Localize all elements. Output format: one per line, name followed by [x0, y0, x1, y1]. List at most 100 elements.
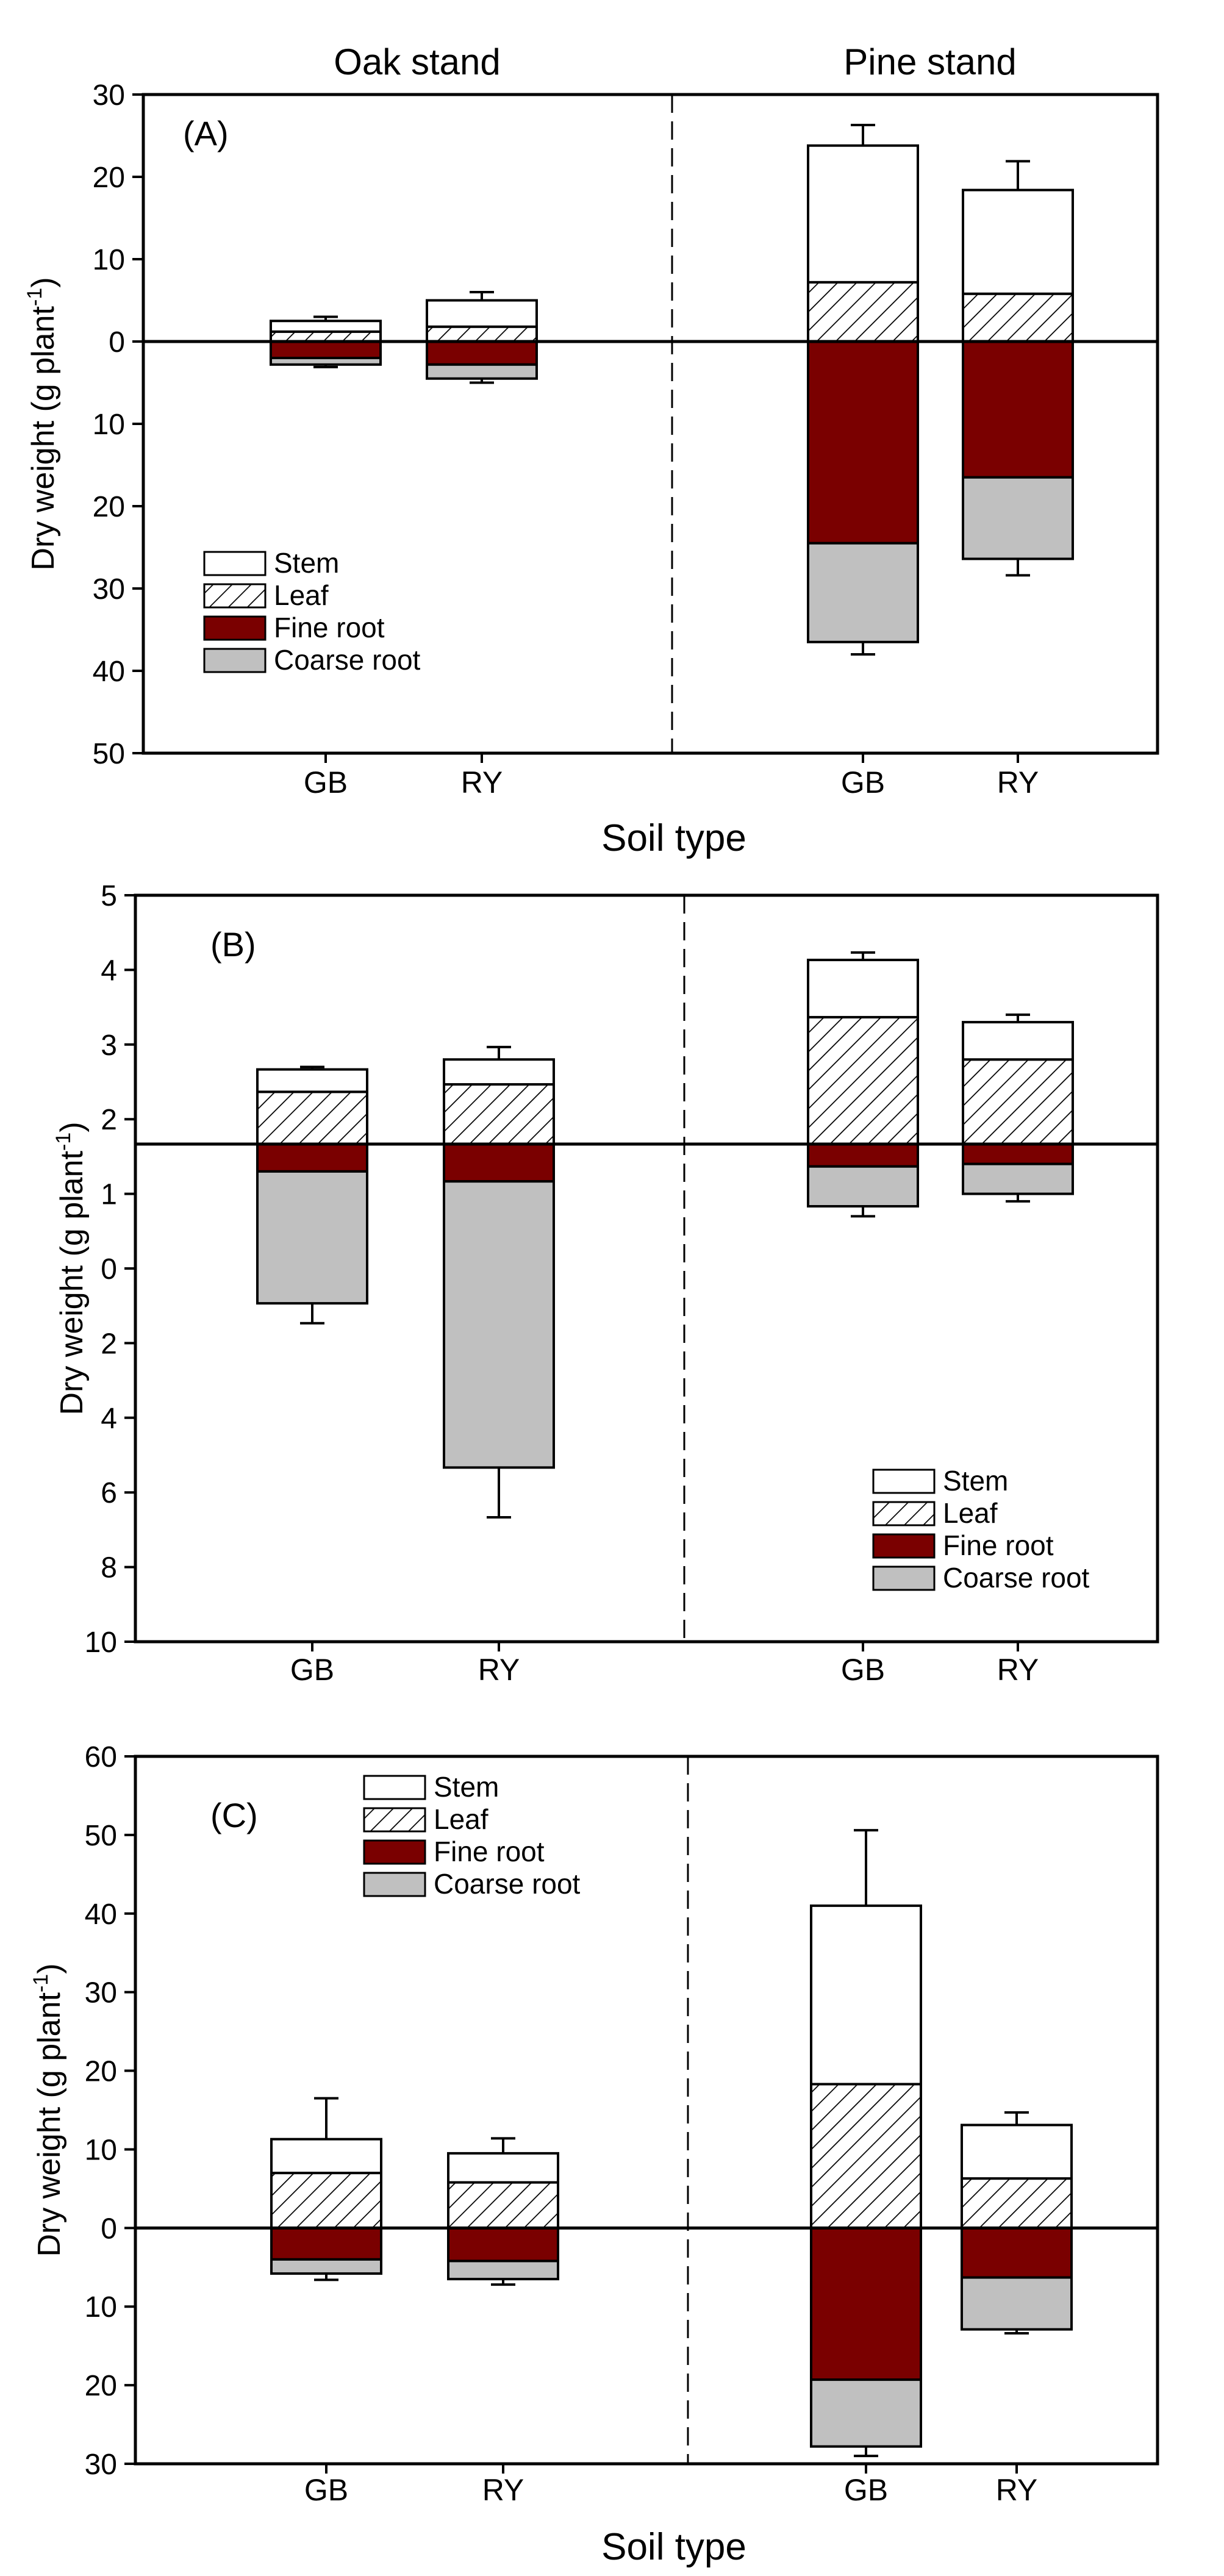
bar-fine-root-pine-ry: [962, 340, 1074, 479]
bar-leaf-pine-gb: [807, 281, 919, 343]
bar-stem-oak-ry: [447, 2152, 559, 2184]
y-tick-label-a: 0: [109, 326, 125, 359]
bar-leaf-oak-gb: [270, 2172, 382, 2230]
y-tick-label-b: 2: [101, 1328, 117, 1360]
legend-label-coarse-root: Coarse root: [943, 1562, 1090, 1594]
y-tick-label-c: 60: [85, 1741, 117, 1773]
y-tick-label-a: 40: [93, 656, 125, 688]
legend-swatch-stem: [872, 1469, 936, 1494]
legend-swatch-fine-root: [363, 1839, 426, 1865]
y-tick-label-c: 50: [85, 1820, 117, 1852]
bar-coarse-root-pine-gb: [807, 542, 919, 643]
bar-fine-root-oak-gb: [270, 340, 382, 359]
bar-fine-root-oak-ry: [426, 340, 538, 366]
bar-fine-root-oak-ry: [447, 2227, 559, 2263]
legend-swatch-stem: [363, 1775, 426, 1800]
panel-label-c: (C): [210, 1796, 258, 1834]
y-tick-label-b: 2: [101, 1104, 117, 1136]
legend-swatch-coarse-root: [363, 1872, 426, 1897]
legend-label-fine-root: Fine root: [943, 1530, 1054, 1561]
bar-fine-root-pine-gb: [807, 1143, 919, 1168]
bar-stem-pine-gb: [810, 1904, 922, 2086]
y-tick-label-a: 10: [93, 409, 125, 441]
y-tick-label-a: 50: [93, 738, 125, 770]
bar-leaf-oak-ry: [443, 1083, 555, 1145]
y-tick-label-c: 20: [85, 2056, 117, 2088]
x-tick-label-a: GB: [841, 765, 885, 800]
bar-coarse-root-oak-ry: [443, 1180, 555, 1469]
legend-label-coarse-root: Coarse root: [434, 1868, 581, 1900]
x-axis-title-c: Soil type: [601, 2526, 746, 2568]
bar-coarse-root-oak-gb: [270, 357, 382, 366]
bar-leaf-pine-ry: [962, 1058, 1074, 1146]
y-tick-label-c: 40: [85, 1898, 117, 1931]
bar-stem-pine-ry: [962, 1021, 1074, 1061]
y-tick-label-c: 10: [85, 2134, 117, 2166]
y-axis-title-close: ): [54, 1122, 90, 1132]
bar-stem-pine-ry: [962, 188, 1074, 295]
y-tick-label-b: 4: [101, 954, 117, 987]
legend-swatch-leaf: [203, 583, 267, 609]
bar-leaf-pine-ry: [962, 292, 1074, 343]
plot-frame-c: [134, 1755, 1159, 2466]
panel-label-b: (B): [210, 925, 256, 964]
bar-fine-root-oak-ry: [443, 1143, 555, 1183]
x-axis-title-a: Soil type: [601, 817, 746, 859]
x-tick-label-b: GB: [841, 1653, 885, 1687]
y-tick-label-b: 4: [101, 1403, 117, 1435]
panel-label-a: (A): [183, 114, 229, 152]
bar-fine-root-pine-ry: [961, 2227, 1073, 2279]
bar-fine-root-oak-gb: [270, 2227, 382, 2261]
legend-label-coarse-root: Coarse root: [274, 644, 421, 676]
legend-label-fine-root: Fine root: [434, 1836, 545, 1867]
stand-title-pine: Pine stand: [843, 41, 1017, 82]
legend-swatch-leaf: [872, 1501, 936, 1526]
legend-label-stem: Stem: [434, 1771, 499, 1803]
y-axis-title-main: Dry weight (g plant: [32, 1992, 67, 2256]
bar-leaf-pine-gb: [810, 2083, 922, 2230]
bar-coarse-root-oak-gb: [270, 2258, 382, 2275]
y-tick-label-a: 30: [93, 573, 125, 606]
y-tick-label-b: 5: [101, 880, 117, 912]
y-axis-title-main: Dry weight (g plant: [54, 1150, 90, 1415]
y-axis-title-main: Dry weight (g plant: [26, 306, 61, 570]
y-axis-title-close: ): [32, 1963, 67, 1973]
bar-stem-oak-ry: [443, 1058, 555, 1086]
y-axis-title-superscript: -1: [23, 288, 46, 306]
x-tick-label-a: RY: [997, 765, 1039, 800]
legend-swatch-stem: [203, 551, 267, 576]
bar-coarse-root-oak-ry: [426, 363, 538, 380]
panel-c: 60 50 40 30 20 10 0 10 20 30 GB RY GB RY (C) Dry weight…: [29, 1741, 1159, 2507]
legend-swatch-fine-root: [203, 615, 267, 641]
legend-label-leaf: Leaf: [274, 579, 329, 611]
bar-coarse-root-pine-ry: [962, 1162, 1074, 1195]
bar-leaf-oak-ry: [447, 2181, 559, 2230]
bar-coarse-root-pine-ry: [961, 2276, 1073, 2331]
legend-label-leaf: Leaf: [434, 1803, 489, 1835]
y-axis-title-close: ): [26, 277, 61, 287]
x-tick-label-c: GB: [844, 2473, 888, 2507]
y-tick-label-a: 10: [93, 244, 125, 276]
y-tick-label-b: 8: [101, 1552, 117, 1584]
bar-coarse-root-pine-gb: [807, 1165, 919, 1208]
y-axis-title-superscript: -1: [52, 1132, 75, 1151]
bar-fine-root-pine-gb: [810, 2227, 922, 2381]
bar-fine-root-pine-gb: [807, 340, 919, 545]
x-tick-label-b: RY: [997, 1653, 1039, 1687]
stand-title-oak: Oak stand: [334, 41, 501, 82]
legend-swatch-leaf: [363, 1807, 426, 1833]
legend-label-stem: Stem: [943, 1465, 1008, 1497]
legend-label-stem: Stem: [274, 547, 339, 579]
bar-stem-oak-gb: [270, 2138, 382, 2175]
y-tick-label-a: 20: [93, 162, 125, 194]
bar-leaf-oak-ry: [426, 325, 538, 343]
bar-fine-root-oak-gb: [256, 1143, 368, 1173]
y-axis-title-b: Dry weight (g plant-1): [52, 1122, 90, 1415]
y-tick-label-c: 30: [85, 2449, 117, 2481]
bar-leaf-pine-gb: [807, 1015, 919, 1146]
bar-stem-pine-gb: [807, 144, 919, 284]
y-axis-title-superscript: -1: [29, 1974, 52, 1992]
